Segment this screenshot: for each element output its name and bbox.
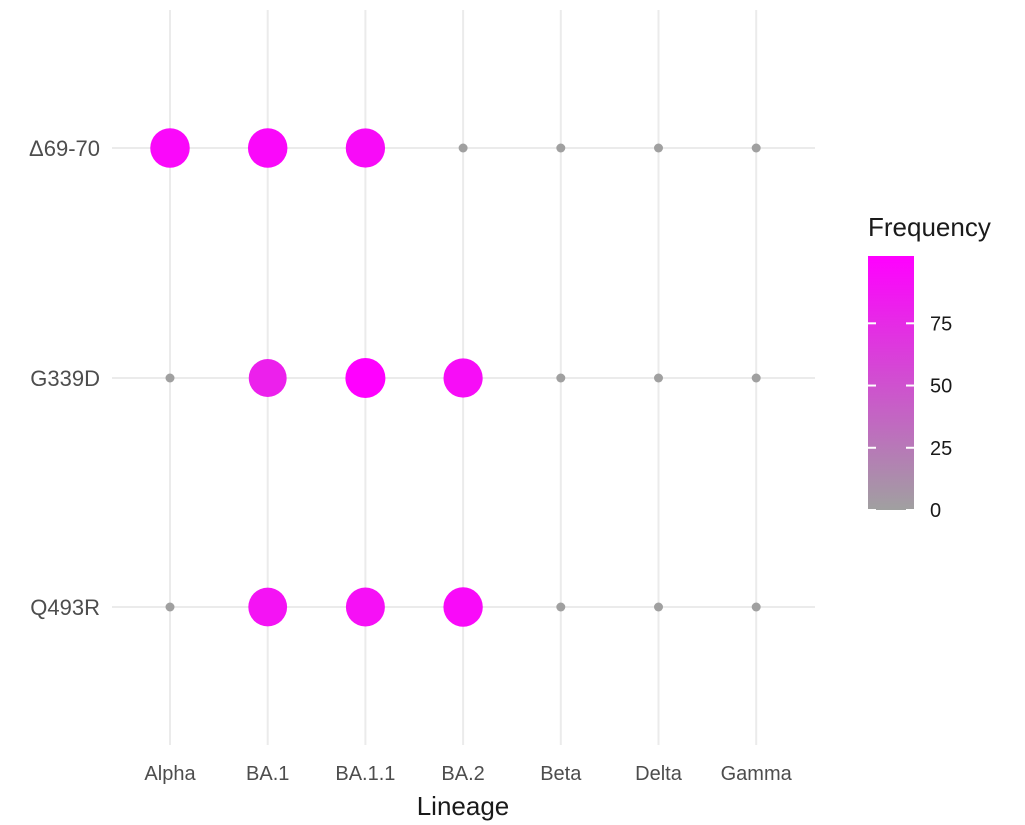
data-point	[345, 358, 386, 398]
legend-tick-label: 50	[930, 376, 952, 398]
data-point	[345, 587, 385, 627]
x-axis-title: Lineage	[417, 791, 510, 821]
data-point	[443, 358, 483, 398]
data-points	[150, 128, 761, 627]
data-point	[248, 359, 287, 397]
legend-tick-label: 75	[930, 313, 952, 335]
y-tick-label: Δ69-70	[29, 136, 100, 161]
x-axis-ticks: Alpha BA.1 BA.1.1 BA.2 Beta Delta Gamma	[144, 763, 792, 785]
data-point	[751, 373, 761, 383]
data-point	[556, 143, 566, 153]
x-tick-label: Beta	[540, 763, 582, 785]
legend-ticks: 0 25 50 75	[868, 313, 952, 522]
legend-tick-label: 25	[930, 438, 952, 460]
data-point	[247, 128, 288, 168]
data-point	[751, 602, 761, 612]
data-point	[654, 373, 663, 383]
data-point	[751, 143, 761, 153]
x-tick-label: Alpha	[144, 763, 196, 785]
data-point	[654, 602, 663, 612]
data-point	[556, 602, 566, 612]
x-tick-label: BA.1	[246, 763, 289, 785]
x-tick-label: Gamma	[721, 763, 793, 785]
data-point	[165, 602, 175, 612]
x-tick-label: Delta	[635, 763, 683, 785]
y-axis-ticks: Δ69-70 G339D Q493R	[29, 136, 100, 620]
data-point	[150, 128, 190, 168]
legend-colorbar	[868, 256, 914, 510]
x-tick-label: BA.1.1	[335, 763, 395, 785]
data-point	[556, 373, 566, 383]
data-point	[654, 143, 663, 153]
x-tick-label: BA.2	[441, 763, 484, 785]
data-point	[165, 373, 175, 383]
legend-title: Frequency	[868, 212, 991, 242]
data-point	[248, 587, 288, 627]
y-tick-label: G339D	[30, 366, 100, 391]
data-point	[345, 128, 386, 168]
y-tick-label: Q493R	[30, 595, 100, 620]
legend-tick-label: 0	[930, 500, 941, 522]
legend: Frequency 0 25 50 75	[868, 212, 991, 522]
data-point	[443, 587, 483, 627]
data-point	[458, 143, 468, 153]
